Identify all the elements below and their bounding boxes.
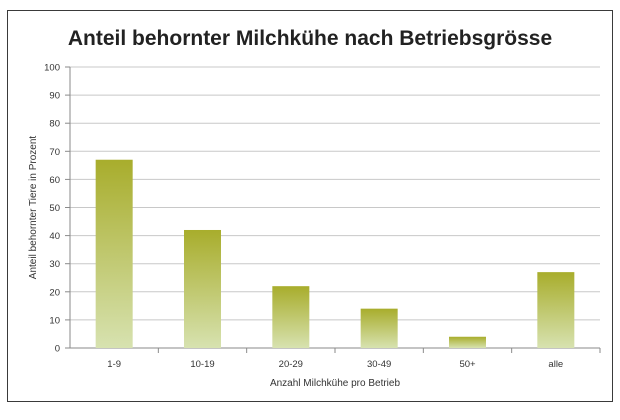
bar-30-49 [360, 308, 398, 348]
y-tick-label: 10 [49, 315, 60, 326]
x-tick-label: 30-49 [367, 359, 391, 370]
axes [65, 66, 601, 353]
chart-title: Anteil behornter Milchkühe nach Betriebs… [67, 27, 553, 50]
x-tick-label: alle [548, 359, 563, 370]
x-tick-label: 20-29 [279, 359, 303, 370]
y-tick-label: 50 [49, 203, 60, 214]
bar-10-19 [184, 229, 221, 348]
y-axis-title: Anteil behornter Tiere in Prozent [28, 136, 39, 280]
y-tick-label: 90 [49, 91, 60, 102]
bar-alle [537, 272, 575, 348]
y-tick-label: 60 [49, 175, 60, 186]
y-tick-label: 70 [49, 147, 60, 158]
y-tick-label: 40 [49, 231, 60, 242]
y-tick-label: 30 [49, 259, 60, 270]
gridlines [70, 66, 600, 321]
y-tick-label: 100 [44, 63, 60, 74]
y-tick-label: 80 [49, 119, 60, 130]
x-tick-label: 50+ [459, 359, 476, 370]
x-tick-label: 10-19 [190, 359, 214, 370]
y-tick-labels: 0 10 20 30 40 50 60 70 80 90 100 [44, 63, 60, 355]
bars [95, 159, 575, 348]
x-tick-label: 1-9 [107, 359, 121, 370]
bar-1-9 [95, 159, 133, 348]
x-axis-title: Anzahl Milchkühe pro Betrieb [270, 378, 401, 389]
bar-50+ [449, 336, 486, 348]
bar-20-29 [272, 286, 310, 348]
x-tick-labels: 1-9 10-19 20-29 30-49 50+ alle [107, 359, 563, 370]
y-tick-label: 0 [55, 344, 60, 355]
y-tick-label: 20 [49, 287, 60, 298]
